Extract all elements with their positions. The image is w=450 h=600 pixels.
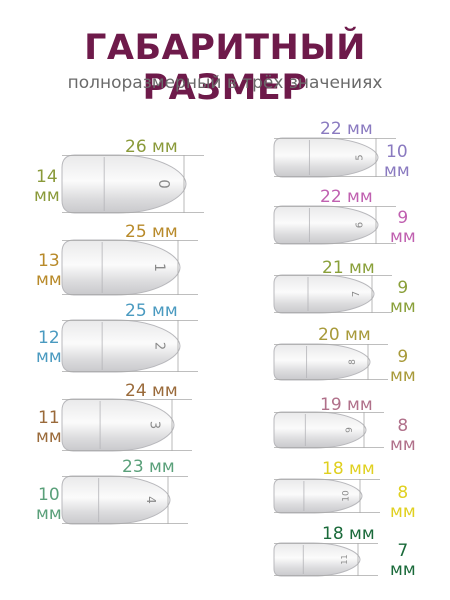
nail-shape: 7	[273, 274, 392, 314]
nail-size-number: 3	[146, 421, 161, 429]
nail-shape: 11	[273, 542, 378, 577]
width-label: 13 мм	[36, 252, 62, 290]
nail-size-number: 9	[345, 427, 355, 433]
length-label: 25 мм	[125, 301, 178, 321]
nail-tip-2: 2	[61, 319, 204, 373]
width-unit: мм	[390, 560, 416, 580]
width-unit: мм	[384, 161, 410, 181]
nail-size-number: 0	[155, 179, 173, 189]
width-label: 10 мм	[384, 143, 410, 181]
nail-outline	[273, 205, 379, 245]
width-unit: мм	[36, 504, 62, 524]
nail-tip-0: 0	[61, 154, 210, 214]
length-label: 24 мм	[125, 381, 178, 401]
nail-outline	[273, 343, 371, 381]
length-label: 20 мм	[318, 325, 371, 345]
nail-tip-7: 7	[273, 274, 398, 314]
width-unit: мм	[36, 427, 62, 447]
nail-size-number: 11	[340, 554, 349, 564]
nail-tip-3: 3	[61, 398, 198, 452]
width-label: 9 мм	[390, 209, 416, 247]
nail-outline	[273, 478, 363, 514]
length-label: 18 мм	[322, 459, 375, 479]
width-label: 10 мм	[36, 486, 62, 524]
nail-size-number: 8	[348, 359, 358, 365]
nail-shape: 0	[61, 154, 204, 214]
width-unit: мм	[34, 186, 60, 206]
width-unit: мм	[36, 270, 62, 290]
nail-shape: 2	[61, 319, 198, 373]
nail-outline	[273, 542, 361, 577]
nail-size-number: 2	[151, 342, 166, 350]
nail-tip-5: 5	[273, 137, 402, 178]
page-subtitle: полноразмерный в трёх значениях	[67, 73, 383, 93]
nail-size-number: 1	[151, 263, 167, 272]
width-value: 8	[397, 416, 409, 436]
width-label: 14 мм	[34, 168, 60, 206]
nail-tip-4: 4	[61, 475, 194, 525]
width-label: 12 мм	[36, 329, 62, 367]
nail-shape: 3	[61, 398, 192, 452]
width-label: 11 мм	[36, 409, 62, 447]
nail-shape: 8	[273, 343, 388, 381]
width-value: 8	[397, 483, 409, 503]
nail-size-number: 6	[354, 222, 365, 228]
nail-tip-8: 8	[273, 343, 394, 381]
width-value: 9	[397, 347, 409, 367]
width-label: 8 мм	[390, 417, 416, 455]
nail-outline	[61, 398, 175, 452]
nail-shape: 6	[273, 205, 396, 245]
width-label: 7 мм	[390, 542, 416, 580]
length-label: 18 мм	[322, 524, 375, 544]
width-value: 10	[38, 485, 60, 505]
nail-tip-6: 6	[273, 205, 402, 245]
nail-shape: 9	[273, 411, 384, 449]
width-unit: мм	[36, 347, 62, 367]
nail-shape: 1	[61, 239, 198, 296]
nail-shape: 5	[273, 137, 396, 178]
nail-outline	[273, 411, 367, 449]
nail-outline	[61, 475, 171, 525]
nail-tip-10: 10	[273, 478, 386, 514]
nail-outline	[273, 137, 379, 178]
nail-tip-9: 9	[273, 411, 390, 449]
width-value: 10	[386, 142, 408, 162]
width-unit: мм	[390, 297, 416, 317]
page-title: ГАБАРИТНЫЙ РАЗМЕР	[84, 28, 366, 108]
nail-shape: 10	[273, 478, 380, 514]
width-value: 9	[397, 278, 409, 298]
width-unit: мм	[390, 227, 416, 247]
nail-size-number: 5	[354, 154, 365, 160]
length-label: 25 мм	[125, 222, 178, 242]
nail-tip-1: 1	[61, 239, 204, 296]
length-label: 26 мм	[125, 137, 178, 157]
nail-outline	[273, 274, 375, 314]
width-value: 13	[38, 251, 60, 271]
length-label: 22 мм	[320, 187, 373, 207]
width-unit: мм	[390, 502, 416, 522]
nail-shape: 4	[61, 475, 188, 525]
nail-size-number: 7	[351, 291, 362, 297]
nail-size-number: 4	[144, 496, 158, 504]
width-label: 9 мм	[390, 348, 416, 386]
width-value: 14	[36, 167, 58, 187]
width-label: 9 мм	[390, 279, 416, 317]
nail-outline	[61, 319, 181, 373]
length-label: 19 мм	[320, 395, 373, 415]
length-label: 23 мм	[122, 457, 175, 477]
width-value: 11	[38, 408, 60, 428]
nail-size-number: 10	[342, 490, 352, 502]
length-label: 21 мм	[322, 258, 375, 278]
width-label: 8 мм	[390, 484, 416, 522]
length-label: 22 мм	[320, 119, 373, 139]
width-value: 9	[397, 208, 409, 228]
width-unit: мм	[390, 435, 416, 455]
width-value: 7	[397, 541, 409, 561]
width-unit: мм	[390, 366, 416, 386]
width-value: 12	[38, 328, 60, 348]
nail-tip-11: 11	[273, 542, 384, 577]
